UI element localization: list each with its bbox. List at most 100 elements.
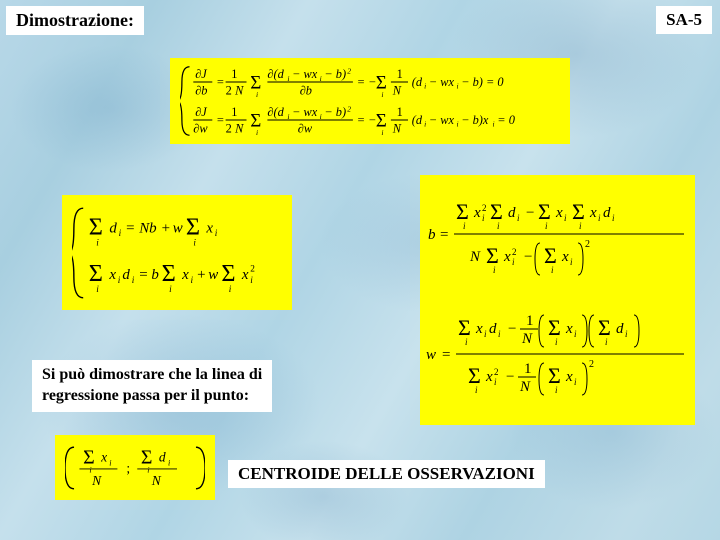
svg-text:∂w: ∂w (193, 121, 208, 135)
svg-text:i: i (118, 275, 121, 285)
svg-text:i: i (215, 229, 218, 239)
svg-text:b: b (151, 267, 159, 283)
svg-text:i: i (256, 128, 258, 137)
eq-system-derivatives-svg: ∂J ∂b = 1 2 N Σ i ∂(d i − wx i − b) 2 ∂b… (180, 61, 560, 141)
svg-text:d: d (159, 449, 166, 464)
svg-text:w: w (426, 347, 436, 363)
svg-text:i: i (424, 120, 426, 129)
svg-text:i: i (517, 213, 520, 223)
eq-centroid-point: Σ i x i N ; Σ i d i N (55, 435, 215, 500)
svg-text:Σ: Σ (186, 213, 200, 240)
svg-text:− wx: − wx (292, 67, 318, 81)
svg-text:x: x (100, 449, 107, 464)
svg-text:2: 2 (512, 247, 517, 257)
svg-text:i: i (564, 213, 567, 223)
svg-text:Σ: Σ (162, 260, 176, 287)
svg-text:− wx: − wx (292, 105, 318, 119)
svg-text:i: i (191, 275, 194, 285)
eq-centroid-point-svg: Σ i x i N ; Σ i d i N (65, 439, 205, 497)
svg-text:d: d (616, 321, 624, 337)
page-title: Dimostrazione: (6, 6, 144, 35)
svg-text:2: 2 (250, 264, 255, 274)
svg-text:∂(d: ∂(d (267, 105, 284, 119)
eq-solution-bw: b = Σ i x 2 i Σ i d i − Σ i x i Σ i x i … (420, 175, 695, 425)
svg-text:= −: = − (357, 75, 377, 89)
svg-text:i: i (147, 465, 149, 474)
svg-text:2: 2 (226, 83, 232, 97)
svg-text:2: 2 (482, 203, 487, 213)
svg-text:= −: = − (357, 113, 377, 127)
note-line2: regressione passa per il punto: (42, 386, 262, 407)
svg-text:i: i (96, 238, 99, 248)
svg-text:Σ: Σ (89, 260, 103, 287)
svg-text:=: = (442, 347, 450, 363)
svg-text:x: x (108, 267, 116, 283)
svg-text:d: d (489, 321, 497, 337)
svg-text:= 0: = 0 (497, 113, 515, 127)
svg-text:Σ: Σ (221, 260, 235, 287)
svg-text:2: 2 (226, 121, 232, 135)
svg-text:i: i (169, 285, 172, 295)
svg-text:2: 2 (585, 239, 590, 250)
svg-text:2: 2 (347, 66, 351, 75)
svg-text:x: x (485, 369, 493, 385)
eq-solution-bw-svg: b = Σ i x 2 i Σ i d i − Σ i x i Σ i x i … (424, 179, 692, 421)
svg-text:Σ: Σ (89, 213, 103, 240)
svg-text:1: 1 (397, 105, 403, 119)
svg-text:i: i (574, 377, 577, 387)
eq-system-sums-svg: Σ i d i = Nb + w Σ i x i Σ i x i d i = b… (72, 199, 282, 307)
svg-text:i: i (574, 329, 577, 339)
svg-text:1: 1 (397, 67, 403, 81)
svg-text:− wx: − wx (429, 75, 455, 89)
svg-text:x: x (561, 249, 569, 265)
centroid-label: CENTROIDE DELLE OSSERVAZIONI (228, 460, 545, 488)
svg-text:i: i (512, 257, 515, 267)
svg-text:i: i (424, 82, 426, 91)
svg-text:−: − (508, 321, 516, 337)
note-line1: Si può dimostrare che la linea di (42, 365, 262, 386)
svg-text:i: i (456, 120, 458, 129)
svg-text:i: i (612, 213, 615, 223)
svg-text:2: 2 (347, 104, 351, 113)
svg-text:N: N (521, 331, 533, 347)
svg-text:∂b: ∂b (300, 83, 312, 97)
svg-text:d: d (109, 220, 117, 236)
svg-text:N: N (234, 83, 244, 97)
svg-text:d: d (508, 205, 516, 221)
svg-text:x: x (503, 249, 511, 265)
note-regression-line: Si può dimostrare che la linea di regres… (32, 360, 272, 412)
svg-text:N: N (392, 121, 402, 135)
svg-text:Nb: Nb (138, 220, 157, 236)
svg-text:(d: (d (412, 75, 423, 89)
svg-text:− b) = 0: − b) = 0 (461, 75, 504, 89)
svg-text:=: = (126, 220, 134, 236)
svg-text:N: N (91, 473, 102, 488)
svg-text:∂w: ∂w (298, 121, 313, 135)
svg-text:i: i (570, 257, 573, 267)
svg-text:i: i (482, 213, 485, 223)
svg-text:i: i (132, 275, 135, 285)
svg-text:1: 1 (231, 105, 237, 119)
title-text: Dimostrazione: (16, 10, 134, 30)
svg-text:d: d (122, 267, 130, 283)
svg-text:− b)x: − b)x (461, 113, 489, 127)
svg-text:x: x (241, 267, 249, 283)
page-number-text: SA-5 (666, 10, 702, 29)
svg-text:=: = (216, 113, 224, 127)
svg-text:i: i (193, 238, 196, 248)
svg-text:i: i (456, 82, 458, 91)
svg-text:N: N (519, 379, 531, 395)
svg-text:i: i (381, 90, 383, 99)
svg-text:x: x (205, 220, 213, 236)
svg-text:− b): − b) (324, 105, 346, 119)
svg-text:=: = (139, 267, 147, 283)
svg-text:∂b: ∂b (195, 83, 207, 97)
svg-text:1: 1 (524, 361, 532, 377)
page-number: SA-5 (656, 6, 712, 34)
svg-text:i: i (494, 377, 497, 387)
svg-text:x: x (589, 205, 597, 221)
svg-text:N: N (469, 249, 481, 265)
svg-text:(d: (d (412, 113, 423, 127)
svg-text:∂(d: ∂(d (267, 67, 284, 81)
svg-text:−: − (526, 205, 534, 221)
